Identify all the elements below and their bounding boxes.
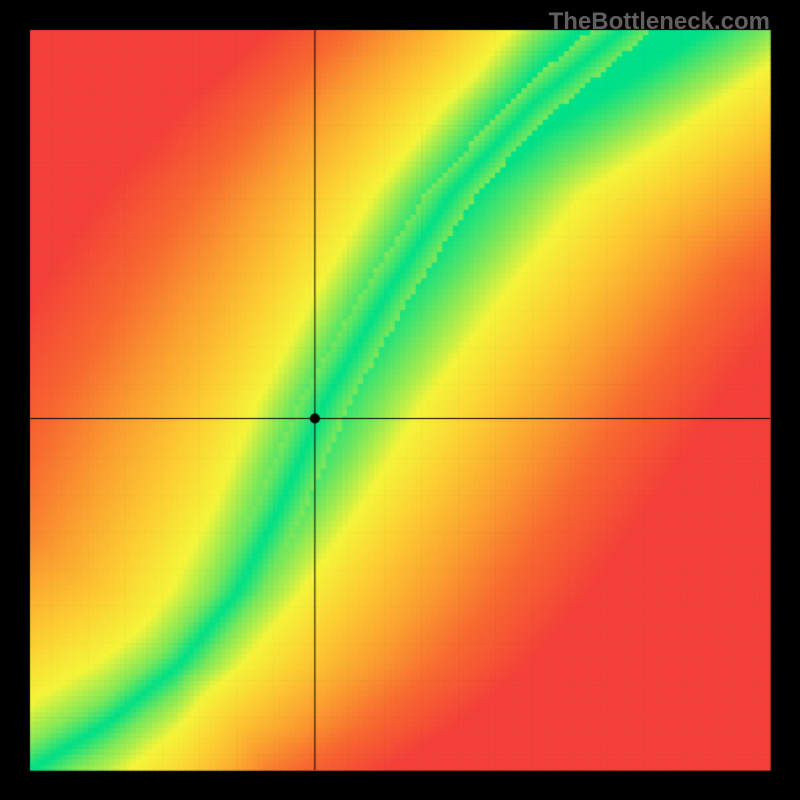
bottleneck-heatmap — [0, 0, 800, 800]
watermark-text: TheBottleneck.com — [549, 8, 770, 36]
